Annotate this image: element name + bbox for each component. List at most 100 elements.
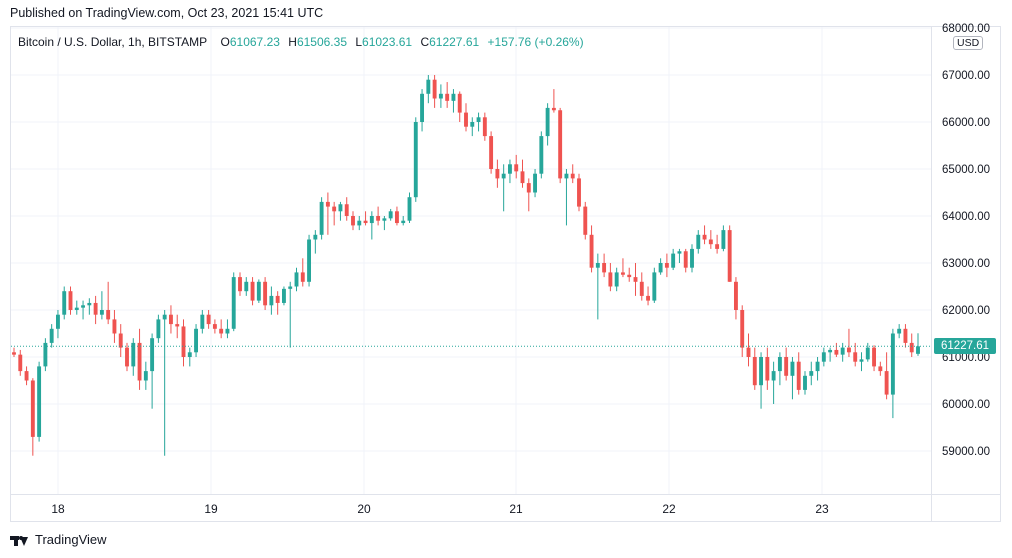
- candle-body: [420, 93, 425, 122]
- candle: [520, 159, 525, 188]
- candle-body: [344, 204, 349, 216]
- candle-body: [55, 314, 60, 329]
- candle-body: [727, 230, 732, 282]
- candle-body: [507, 164, 512, 174]
- candle-body: [300, 272, 305, 282]
- candle-body: [658, 263, 663, 273]
- candle: [319, 197, 324, 240]
- candle-body: [570, 173, 575, 179]
- candle: [49, 324, 54, 348]
- candle: [809, 361, 814, 386]
- candle-body: [533, 173, 538, 193]
- candle: [564, 169, 569, 226]
- candle-body: [156, 319, 161, 339]
- candle-body: [131, 342, 136, 367]
- candle-body: [407, 197, 412, 221]
- candle: [351, 211, 355, 231]
- candle-body: [897, 328, 902, 334]
- candle: [238, 272, 242, 296]
- candle: [426, 75, 431, 104]
- candle: [671, 248, 676, 271]
- candle: [99, 291, 104, 320]
- high-value: 61506.35: [296, 35, 347, 49]
- candle-body: [62, 291, 67, 315]
- candle: [884, 352, 889, 400]
- candle-body: [200, 314, 205, 329]
- candle: [796, 352, 801, 395]
- candle: [12, 347, 16, 357]
- candle: [865, 342, 870, 362]
- y-tick-label: 62000.00: [942, 305, 990, 317]
- candle-body: [733, 281, 738, 310]
- candle: [225, 319, 230, 339]
- candle-body: [432, 79, 437, 99]
- candle: [112, 310, 117, 343]
- footer-brand[interactable]: TradingView: [10, 532, 107, 547]
- y-tick-label: 65000.00: [942, 164, 990, 176]
- candle: [338, 201, 343, 221]
- candle: [106, 281, 111, 325]
- candle: [281, 286, 286, 306]
- candle-body: [589, 234, 594, 268]
- candle-body: [181, 326, 186, 357]
- candle: [376, 206, 381, 226]
- candle-body: [451, 93, 456, 101]
- candle: [388, 208, 393, 221]
- candle-body: [24, 371, 29, 381]
- candle-body: [244, 281, 249, 292]
- candle-body: [759, 357, 764, 386]
- candle: [407, 192, 412, 224]
- candle: [269, 286, 274, 315]
- candle-body: [275, 295, 280, 303]
- candle: [740, 305, 745, 357]
- currency-badge[interactable]: USD: [953, 36, 984, 50]
- candle: [250, 277, 255, 306]
- candle-body: [137, 342, 142, 381]
- x-tick-label: 18: [51, 502, 65, 516]
- candle: [55, 310, 60, 339]
- candle-body: [740, 310, 745, 348]
- candle-body: [394, 211, 399, 224]
- candle: [156, 314, 161, 343]
- candle: [143, 361, 148, 390]
- candle-body: [18, 354, 23, 372]
- candle-body: [413, 122, 418, 198]
- candle: [501, 164, 506, 212]
- candle-body: [646, 295, 651, 301]
- candle-body: [683, 251, 688, 268]
- candle-body: [652, 272, 657, 301]
- candle: [821, 347, 826, 367]
- candle: [300, 258, 305, 287]
- candle-body: [401, 220, 406, 224]
- candle: [438, 84, 443, 108]
- candle: [162, 310, 167, 456]
- low-value: 61023.61: [362, 35, 413, 49]
- candle: [652, 267, 657, 303]
- candle-body: [514, 164, 519, 172]
- candle: [401, 216, 406, 226]
- candle: [608, 263, 613, 292]
- candle: [790, 357, 795, 400]
- candle-body: [526, 183, 531, 193]
- candle: [137, 328, 142, 390]
- candle-body: [890, 333, 895, 395]
- candle-body: [263, 281, 268, 306]
- tradingview-logo-icon: [10, 533, 30, 547]
- candle: [181, 319, 186, 367]
- candle-body: [238, 277, 242, 292]
- candle: [175, 314, 180, 339]
- candle-body: [859, 359, 864, 362]
- candle: [846, 328, 851, 357]
- candle-body: [332, 206, 337, 212]
- candle-body: [878, 366, 883, 372]
- candle-body: [143, 371, 148, 381]
- candle: [664, 253, 669, 278]
- candle: [803, 371, 807, 395]
- y-tick-label: 67000.00: [942, 70, 990, 82]
- candle: [589, 225, 594, 273]
- candle-body: [583, 206, 588, 235]
- candle: [275, 291, 280, 315]
- candle-body: [150, 338, 155, 372]
- candle-body: [30, 380, 35, 437]
